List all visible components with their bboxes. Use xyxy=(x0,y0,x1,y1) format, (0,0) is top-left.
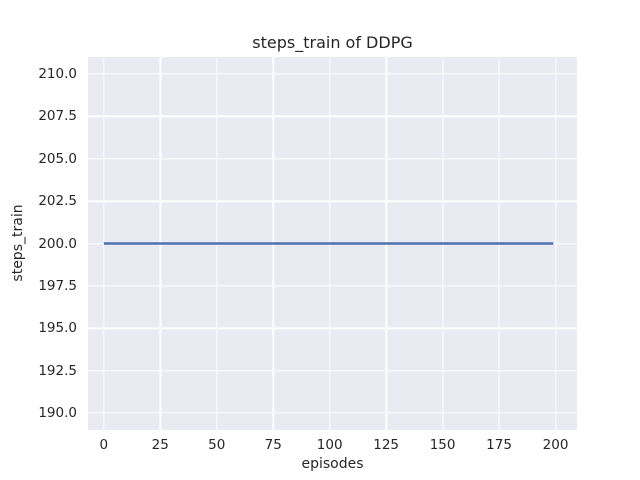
x-tick-label: 200 xyxy=(542,437,569,453)
y-tick-label: 190.0 xyxy=(38,405,77,422)
x-tick-label: 150 xyxy=(429,437,456,453)
y-tick-label: 200.0 xyxy=(38,235,77,252)
y-gridline xyxy=(88,369,577,372)
x-tick-label: 75 xyxy=(264,437,282,453)
y-tick-label: 195.0 xyxy=(38,320,77,337)
y-tick-label: 192.5 xyxy=(38,362,77,379)
series-line-steps-train xyxy=(103,242,554,245)
y-tick-label: 210.0 xyxy=(38,65,77,82)
chart-title: steps_train of DDPG xyxy=(252,33,413,52)
y-gridline xyxy=(88,412,577,414)
y-tick-label: 202.5 xyxy=(38,193,77,210)
x-tick-label: 50 xyxy=(208,437,226,453)
x-axis-label: episodes xyxy=(301,456,364,472)
y-gridline xyxy=(88,327,577,329)
y-gridline xyxy=(88,285,577,287)
x-tick-label: 100 xyxy=(316,437,343,453)
plot-area xyxy=(88,57,577,430)
y-axis-label: steps_train xyxy=(10,204,26,282)
y-tick-label: 207.5 xyxy=(38,108,77,125)
y-tick-label: 197.5 xyxy=(38,277,77,294)
x-tick-label: 125 xyxy=(373,437,400,453)
y-gridline xyxy=(88,115,577,118)
y-gridline xyxy=(88,158,577,160)
x-tick-label: 25 xyxy=(151,437,169,453)
y-gridline xyxy=(88,73,577,75)
y-tick-label: 205.0 xyxy=(38,150,77,167)
y-gridline xyxy=(88,200,577,202)
x-tick-label: 175 xyxy=(486,437,512,453)
x-tick-label: 0 xyxy=(99,437,109,453)
